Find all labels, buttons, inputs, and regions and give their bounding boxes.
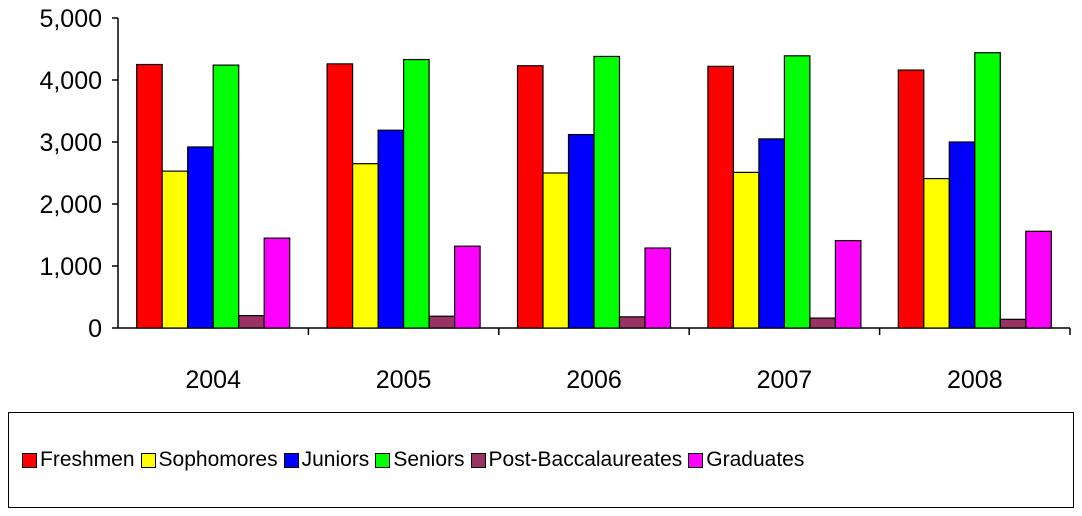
bar-post-baccalaureates-2006	[618, 316, 646, 329]
x-tick-label: 2007	[757, 366, 813, 394]
bar-graduates-2008	[1025, 230, 1052, 329]
legend-item: Graduates	[688, 448, 804, 472]
legend-item: Seniors	[375, 448, 465, 472]
bar-seniors-2005	[403, 58, 430, 329]
legend-swatch	[375, 452, 391, 468]
bar-freshmen-2006	[516, 65, 544, 329]
bar-sophomores-2008	[923, 177, 950, 329]
bar-juniors-2004	[187, 146, 214, 329]
bar-sophomores-2004	[161, 170, 189, 329]
bar-juniors-2008	[948, 141, 976, 329]
legend-label: Sophomores	[158, 448, 278, 471]
legend-label: Post-Baccalaureates	[488, 448, 683, 471]
bar-freshmen-2008	[897, 69, 925, 329]
x-tick-label: 2008	[947, 366, 1003, 394]
y-tick-label: 3,000	[39, 129, 102, 157]
y-tick-label: 0	[88, 315, 102, 343]
legend-swatch	[283, 452, 299, 468]
bar-juniors-2007	[758, 138, 786, 329]
bar-freshmen-2005	[326, 63, 354, 329]
chart-legend: Freshmen Sophomores Juniors Seniors Post-Bac…	[8, 412, 1074, 508]
legend-swatch	[22, 452, 37, 468]
y-tick-label: 2,000	[39, 191, 102, 219]
bar-post-baccalaureates-2005	[428, 315, 456, 329]
y-tick-label: 4,000	[39, 67, 102, 95]
bar-graduates-2006	[644, 247, 672, 329]
legend-item: Freshmen	[22, 448, 135, 472]
legend-swatch	[688, 452, 704, 468]
bar-graduates-2004	[263, 237, 291, 329]
bar-seniors-2007	[783, 55, 811, 329]
legend-swatch	[140, 452, 156, 468]
legend-swatch	[470, 452, 486, 468]
bar-seniors-2006	[593, 55, 621, 329]
legend-label: Seniors	[393, 448, 465, 471]
bar-chart: 0 1,000 2,000 3,000 4,000 5,000 2004 2005 2006 20…	[39, 5, 1071, 394]
legend-item: Post-Baccalaureates	[470, 448, 683, 472]
bar-sophomores-2006	[542, 172, 570, 329]
x-tick-label: 2005	[376, 366, 432, 394]
legend-item: Juniors	[283, 448, 370, 472]
bar-post-baccalaureates-2007	[809, 317, 837, 329]
bar-sophomores-2005	[352, 163, 379, 329]
bar-sophomores-2007	[732, 171, 760, 329]
bar-graduates-2007	[834, 239, 862, 329]
y-tick-label: 5,000	[39, 5, 102, 33]
bar-seniors-2008	[974, 52, 1001, 329]
bar-seniors-2004	[212, 64, 240, 329]
y-tick-label: 1,000	[39, 253, 102, 281]
bar-post-baccalaureates-2004	[238, 315, 265, 329]
bar-juniors-2005	[377, 129, 405, 329]
legend-label: Freshmen	[40, 448, 135, 471]
x-tick-label: 2006	[566, 366, 622, 394]
bar-freshmen-2007	[707, 65, 735, 329]
bar-juniors-2006	[567, 133, 595, 329]
x-tick-label: 2004	[185, 366, 241, 394]
bar-graduates-2005	[454, 245, 481, 329]
bar-post-baccalaureates-2008	[999, 318, 1027, 329]
legend-item: Sophomores	[140, 448, 278, 472]
bar-freshmen-2004	[136, 63, 163, 329]
legend-label: Juniors	[301, 448, 370, 471]
legend-label: Graduates	[706, 448, 805, 471]
